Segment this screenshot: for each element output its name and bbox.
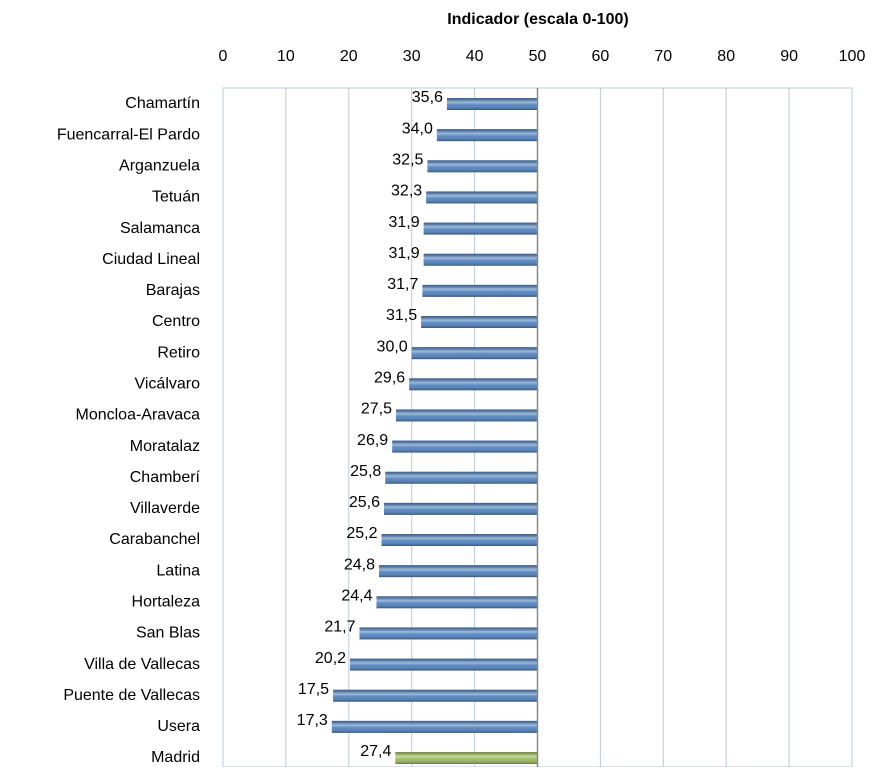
- value-label: 24,4: [341, 588, 372, 605]
- y-tick-label: San Blas: [136, 625, 200, 642]
- y-tick-label: Carabanchel: [109, 531, 200, 548]
- value-label: 25,8: [350, 463, 381, 480]
- value-label: 34,0: [402, 120, 433, 137]
- value-label: 20,2: [315, 650, 346, 667]
- value-label: 29,6: [374, 370, 405, 387]
- y-tick-label: Arganzuela: [119, 158, 200, 175]
- bar-shine: [395, 752, 538, 764]
- x-tick-label: 70: [654, 48, 672, 65]
- y-tick-label: Barajas: [146, 282, 200, 299]
- bar-shine: [411, 347, 538, 360]
- y-tick-label: Villa de Vallecas: [84, 656, 200, 673]
- value-label: 27,5: [361, 401, 392, 418]
- value-label: 24,8: [344, 556, 375, 573]
- x-tick-label: 20: [340, 48, 358, 65]
- bar-shine: [384, 502, 538, 515]
- value-label: 21,7: [324, 619, 355, 636]
- value-label: 31,7: [387, 276, 418, 293]
- bar-shine: [427, 160, 538, 173]
- bar-shine: [359, 627, 538, 640]
- value-label: 31,9: [389, 214, 420, 231]
- y-tick-label: Vicálvaro: [134, 376, 200, 393]
- y-tick-label: Chamberí: [130, 469, 201, 486]
- y-tick-label: Villaverde: [130, 500, 200, 517]
- bar-shine: [331, 720, 538, 733]
- y-tick-label: Tetuán: [152, 189, 200, 206]
- bar-shine: [423, 253, 538, 266]
- y-tick-label: Madrid: [151, 749, 200, 766]
- value-label: 31,9: [389, 245, 420, 262]
- x-tick-label: 50: [529, 48, 547, 65]
- x-tick-label: 90: [780, 48, 798, 65]
- bar-shine: [392, 440, 538, 453]
- bar-shine: [395, 409, 538, 422]
- chart-title: Indicador (escala 0-100): [447, 11, 628, 28]
- value-label: 26,9: [357, 432, 388, 449]
- bar-shine: [421, 316, 538, 328]
- x-tick-label: 60: [592, 48, 610, 65]
- value-label: 17,5: [298, 681, 329, 698]
- y-tick-label: Centro: [152, 313, 200, 330]
- x-tick-label: 30: [403, 48, 421, 65]
- value-label: 17,3: [297, 712, 328, 729]
- bar-shine: [409, 378, 538, 391]
- value-label: 25,2: [346, 525, 377, 542]
- value-label: 30,0: [377, 338, 408, 355]
- bar-shine: [446, 98, 538, 110]
- y-tick-label: Usera: [157, 718, 200, 735]
- y-tick-label: Puente de Vallecas: [63, 687, 200, 704]
- y-tick-label: Retiro: [157, 344, 200, 361]
- x-tick-label: 100: [839, 48, 866, 65]
- bar-shine: [422, 284, 538, 297]
- y-tick-label: Salamanca: [120, 220, 200, 237]
- bar-shine: [436, 129, 538, 142]
- value-label: 35,6: [412, 89, 443, 106]
- bar-shine: [333, 689, 538, 702]
- bar-shine: [385, 471, 538, 484]
- value-label: 31,5: [386, 307, 417, 324]
- y-tick-label: Fuencarral-El Pardo: [57, 126, 200, 143]
- bar-shine: [378, 565, 538, 578]
- y-tick-label: Chamartín: [125, 95, 200, 112]
- bar-shine: [426, 191, 538, 204]
- y-tick-label: Moncloa-Aravaca: [76, 407, 201, 424]
- y-tick-label: Latina: [156, 562, 200, 579]
- x-tick-label: 0: [219, 48, 228, 65]
- value-label: 32,3: [391, 183, 422, 200]
- x-tick-label: 10: [277, 48, 295, 65]
- y-tick-label: Hortaleza: [132, 594, 201, 611]
- value-label: 25,6: [349, 494, 380, 511]
- y-tick-label: Ciudad Lineal: [102, 251, 200, 268]
- bar-shine: [381, 534, 538, 546]
- bar-shine: [350, 658, 538, 671]
- value-label: 32,5: [392, 152, 423, 169]
- bar-shine: [376, 596, 538, 609]
- x-tick-label: 40: [466, 48, 484, 65]
- x-tick-label: 80: [717, 48, 735, 65]
- y-tick-label: Moratalaz: [130, 438, 200, 455]
- value-label: 27,4: [360, 743, 391, 760]
- bar-shine: [423, 222, 538, 235]
